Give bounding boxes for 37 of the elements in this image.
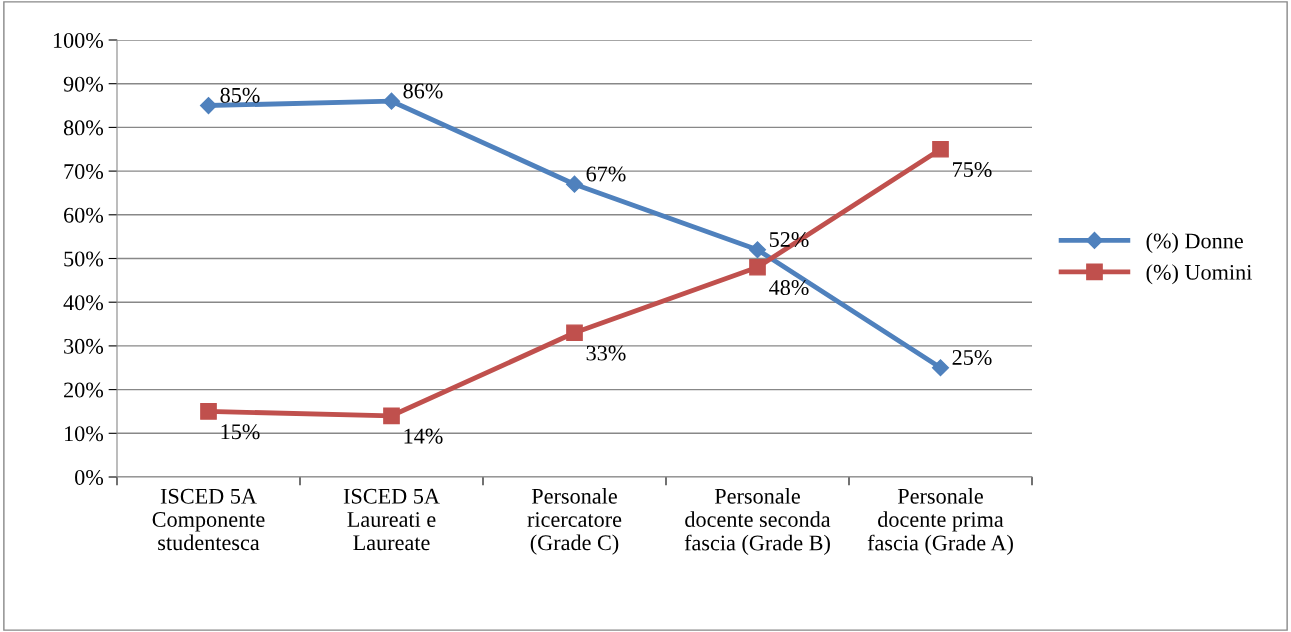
data-label: 25% [952, 349, 992, 366]
point [200, 403, 217, 420]
data-label: 14% [404, 428, 443, 444]
data-label: 86% [403, 83, 443, 99]
point [748, 241, 767, 259]
x-tick-label: Personale docente seconda fascia (Grade B) [684, 488, 831, 556]
y-tick-label: 60% [64, 207, 104, 223]
point [931, 359, 950, 377]
data-label: 48% [769, 280, 809, 296]
point [932, 140, 949, 158]
data-label: 33% [586, 345, 626, 361]
point [382, 92, 401, 110]
x-tick-label: Personale ricercatore (Grade C) [527, 488, 622, 555]
point [565, 175, 584, 193]
x-tick-label: ISCED 5A Componente studentesca [152, 488, 265, 551]
point [566, 324, 583, 342]
y-tick-label: 0% [75, 469, 104, 485]
y-tick-label: 50% [64, 251, 104, 267]
y-tick-label: 90% [63, 76, 104, 92]
data-label: 67% [586, 166, 626, 182]
y-tick-label: 20% [64, 382, 104, 398]
x-tick-label: Personale docente prima fascia (Grade A) [867, 488, 1013, 556]
y-tick-label: 100% [53, 32, 104, 48]
y-tick-label: 80% [63, 120, 104, 136]
point [749, 258, 766, 276]
y-tick-label: 10% [65, 426, 104, 442]
y-tick-label: 70% [64, 164, 104, 180]
legend-label: (%) Uomini [1146, 264, 1252, 285]
data-label: 85% [220, 87, 260, 103]
x-tick-label: ISCED 5A Laureati e Laureate [343, 488, 440, 551]
point [199, 96, 218, 115]
data-label: 75% [953, 162, 992, 178]
y-tick-label: 30% [64, 338, 104, 354]
y-tick-label: 40% [63, 295, 104, 311]
legend-label: (%) Donne [1146, 232, 1243, 253]
data-label: 15% [221, 424, 260, 440]
point [383, 407, 400, 425]
